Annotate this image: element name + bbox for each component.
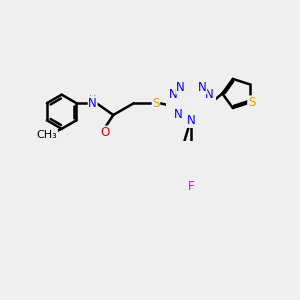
Text: O: O (100, 126, 109, 139)
Text: N: N (205, 88, 213, 101)
Text: N: N (187, 114, 196, 127)
Text: N: N (174, 108, 183, 121)
Text: N: N (176, 81, 185, 94)
Bar (171, 141, 211, 181)
Bar (166, 77, 216, 127)
Bar (174, 109, 189, 121)
Bar (169, 91, 183, 103)
Bar (199, 91, 214, 103)
Text: F: F (188, 180, 195, 193)
Text: S: S (248, 96, 255, 109)
Text: S: S (152, 97, 160, 110)
Text: N: N (198, 81, 207, 94)
Text: N: N (88, 97, 97, 110)
Text: N: N (169, 88, 178, 101)
Text: H: H (89, 95, 96, 105)
Text: CH₃: CH₃ (37, 130, 57, 140)
